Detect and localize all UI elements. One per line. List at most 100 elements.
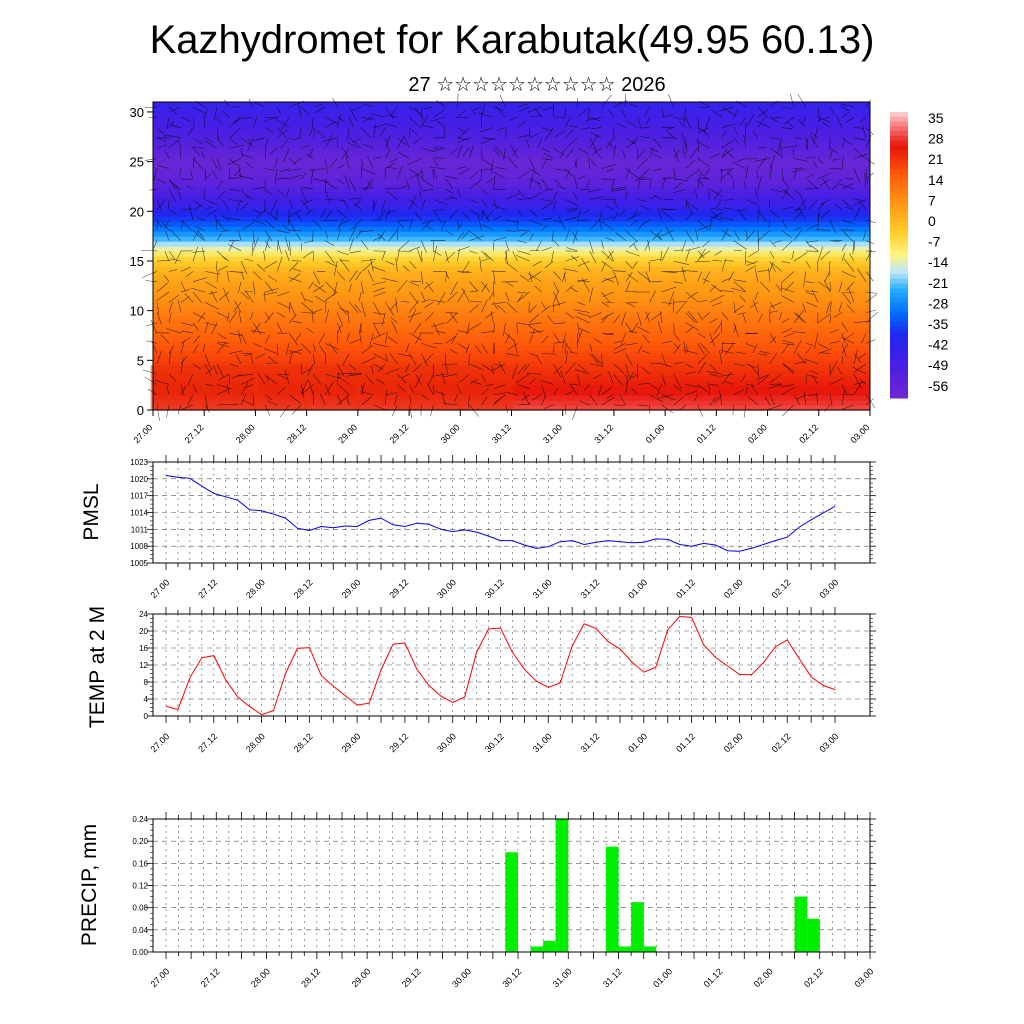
wind-barb — [288, 332, 298, 346]
wind-barb — [605, 237, 614, 241]
wind-barb — [805, 290, 818, 293]
wind-barb — [824, 404, 831, 412]
wind-barb — [769, 332, 777, 344]
wind-barb — [757, 270, 770, 272]
wind-barb — [781, 260, 791, 264]
wind-barb — [300, 189, 308, 203]
wind-barb — [757, 206, 760, 221]
wind-barb — [337, 117, 345, 122]
wind-barb — [263, 117, 278, 122]
wind-barb — [477, 215, 482, 231]
wind-barb — [229, 363, 239, 367]
wind-barb — [782, 271, 795, 282]
wind-barb — [204, 108, 208, 118]
wind-barb — [346, 332, 350, 342]
wind-barb — [372, 332, 386, 340]
wind-barb — [433, 322, 440, 336]
wind-barb — [683, 106, 687, 123]
wind-barb — [769, 155, 776, 169]
wind-barb — [661, 106, 665, 118]
wind-barb — [385, 162, 395, 169]
wind-barb — [649, 384, 659, 391]
wind-barb — [731, 161, 746, 169]
wind-barb — [841, 253, 845, 262]
wind-barb — [577, 329, 583, 344]
wind-barb — [492, 171, 506, 180]
wind-barb — [445, 230, 453, 236]
wind-barb — [274, 168, 278, 185]
colorbar-tick-label: 0 — [928, 213, 936, 229]
wind-barb — [505, 193, 520, 200]
wind-barb — [781, 206, 794, 211]
wind-barb — [685, 171, 698, 180]
wind-barb — [314, 295, 326, 303]
wind-barb — [389, 158, 398, 163]
wind-barb — [363, 103, 374, 108]
colorbar-cell — [890, 197, 908, 204]
wind-barb — [529, 377, 536, 385]
wind-barb — [264, 292, 266, 303]
wind-barb — [250, 355, 254, 364]
wind-barb — [481, 397, 488, 406]
wind-barb — [503, 148, 506, 160]
wind-barb — [673, 384, 682, 392]
wind-barb — [839, 183, 855, 190]
wind-barb — [661, 177, 666, 190]
warm-patch — [406, 365, 463, 410]
wind-barb — [216, 265, 228, 272]
wind-barb — [180, 355, 188, 365]
heatmap-x-tick-label: 01.00 — [644, 422, 667, 445]
wind-barb — [244, 258, 254, 262]
wind-barb — [471, 380, 482, 385]
wind-barb — [781, 178, 790, 188]
wind-barb — [292, 158, 302, 165]
wind-barb — [544, 404, 554, 409]
wind-barb — [581, 278, 590, 293]
wind-barb — [625, 271, 633, 282]
wind-barb — [434, 147, 446, 151]
wind-barb — [475, 178, 482, 186]
colorbar-cell — [890, 255, 908, 261]
x-tick-label: 29.12 — [387, 731, 410, 754]
wind-barb — [841, 183, 854, 190]
wind-barb — [426, 383, 434, 395]
wind-barb — [697, 158, 710, 167]
wind-barb — [405, 177, 410, 190]
wind-barb — [784, 281, 795, 291]
wind-barb — [781, 187, 789, 200]
wind-barb — [252, 281, 256, 295]
wind-barb — [673, 343, 680, 350]
wind-barb — [349, 270, 358, 282]
wind-barb — [781, 287, 794, 293]
wind-barb — [481, 209, 485, 221]
colorbar-cell — [890, 331, 908, 337]
wind-barb — [589, 219, 601, 231]
colorbar-cell — [890, 359, 908, 366]
wind-barb — [625, 363, 630, 378]
colorbar-cell — [890, 240, 908, 246]
wind-barb — [409, 168, 422, 178]
wind-barb — [276, 322, 283, 334]
wind-barb — [237, 229, 242, 241]
wind-barb — [577, 322, 580, 337]
wind-barb — [229, 403, 239, 406]
wind-barb — [479, 256, 482, 272]
wind-barb — [421, 125, 434, 128]
wind-barb — [517, 134, 532, 139]
wind-barb — [805, 240, 811, 248]
wind-barb — [625, 301, 636, 308]
wind-barb — [216, 127, 219, 141]
heatmap-band — [153, 315, 870, 322]
wind-barb — [467, 322, 482, 332]
wind-barb — [264, 147, 267, 159]
wind-barb — [295, 212, 302, 221]
colorbar-cell — [890, 169, 908, 175]
heatmap-y-tick-label: 0 — [137, 403, 144, 418]
wind-barb — [409, 394, 412, 404]
wind-barb — [360, 324, 362, 334]
wind-barb — [562, 333, 566, 349]
wind-barb — [781, 230, 792, 239]
wind-barb — [481, 250, 488, 258]
wind-barb — [164, 219, 170, 229]
wind-barb — [481, 388, 489, 395]
